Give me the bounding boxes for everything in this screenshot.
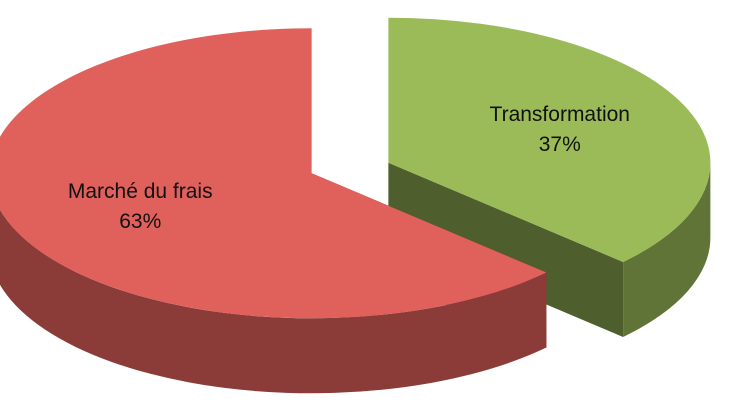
slice <box>388 17 711 262</box>
slice-face <box>388 162 624 337</box>
pie-tops <box>0 17 711 319</box>
slice-value-label: 63% <box>119 210 161 233</box>
slice-side <box>623 162 711 337</box>
slice-label: Marché du frais <box>68 180 213 203</box>
slice-value-label: 37% <box>539 133 581 156</box>
slice-label: Transformation <box>490 103 630 126</box>
slice <box>0 28 547 319</box>
slice-side <box>0 209 547 394</box>
